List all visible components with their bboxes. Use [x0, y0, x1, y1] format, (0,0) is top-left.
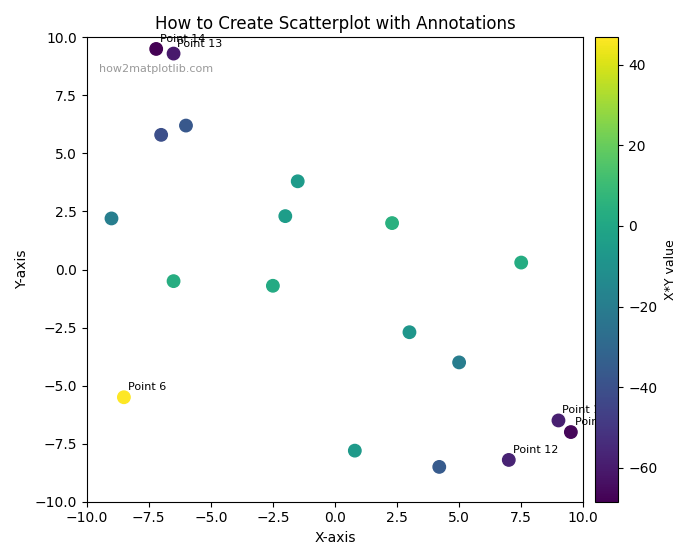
Text: Point 11: Point 11 [562, 405, 608, 416]
Title: How to Create Scatterplot with Annotations: How to Create Scatterplot with Annotatio… [155, 15, 515, 33]
Point [267, 281, 279, 290]
Point [168, 277, 179, 286]
Text: Point 6: Point 6 [127, 382, 166, 392]
Point [292, 177, 303, 186]
Text: Point 13: Point 13 [177, 39, 223, 49]
Point [280, 212, 291, 221]
Text: Point 1: Point 1 [575, 417, 612, 427]
Text: Point 12: Point 12 [512, 445, 558, 455]
Point [349, 446, 360, 455]
Point [516, 258, 527, 267]
Point [150, 44, 162, 53]
Point [118, 393, 130, 402]
Point [155, 130, 167, 139]
Text: Point 14: Point 14 [160, 34, 205, 44]
Point [386, 218, 398, 227]
Point [454, 358, 465, 367]
Point [168, 49, 179, 58]
X-axis label: X-axis: X-axis [314, 531, 356, 545]
Point [434, 463, 445, 472]
Y-axis label: Y-axis: Y-axis [15, 250, 29, 290]
Point [566, 428, 577, 437]
Point [553, 416, 564, 425]
Y-axis label: X*Y value: X*Y value [664, 239, 678, 300]
Point [503, 455, 514, 464]
Text: how2matplotlib.com: how2matplotlib.com [99, 64, 214, 74]
Point [181, 121, 192, 130]
Point [404, 328, 415, 337]
Point [106, 214, 117, 223]
